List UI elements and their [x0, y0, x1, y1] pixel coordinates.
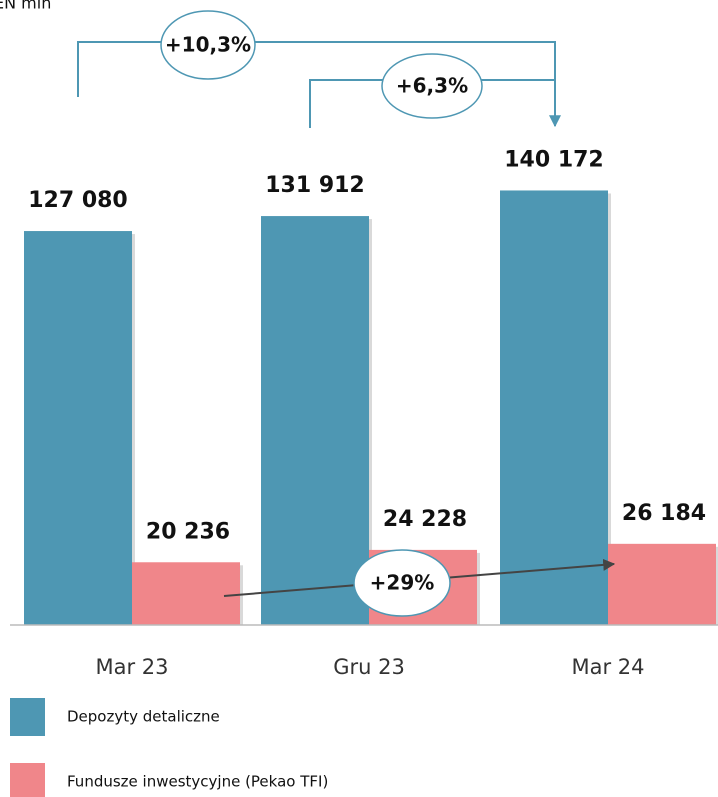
annotation: +29% [370, 571, 435, 595]
annotation: +6,3% [396, 74, 468, 98]
x-tick-label: Gru 23 [333, 655, 405, 679]
x-tick-label: Mar 23 [95, 655, 168, 679]
annotation-ellipse [353, 549, 451, 617]
bracket-arrow [77, 41, 561, 128]
bar [24, 231, 132, 625]
bar [500, 190, 608, 625]
legend-swatch [10, 763, 45, 797]
x-tick-label: Mar 24 [571, 655, 644, 679]
data-label: 20 236 [146, 519, 230, 544]
annotation-ellipse [381, 53, 483, 119]
bar [261, 216, 369, 625]
bar [132, 562, 240, 625]
legend-label: Depozyty detaliczne [67, 708, 220, 726]
legend-swatch [10, 698, 45, 736]
data-label: 26 184 [622, 501, 706, 526]
annotation: +10,3% [165, 33, 251, 57]
bar [608, 543, 716, 625]
data-label: 24 228 [383, 507, 467, 532]
data-label: 127 080 [28, 188, 128, 213]
data-label: 131 912 [265, 173, 365, 198]
legend-label: Fundusze inwestycyjne (Pekao TFI) [67, 773, 328, 791]
unit-label: EN mln [0, 0, 51, 13]
annotation-ellipse [160, 10, 256, 80]
data-label: 140 172 [504, 147, 604, 172]
